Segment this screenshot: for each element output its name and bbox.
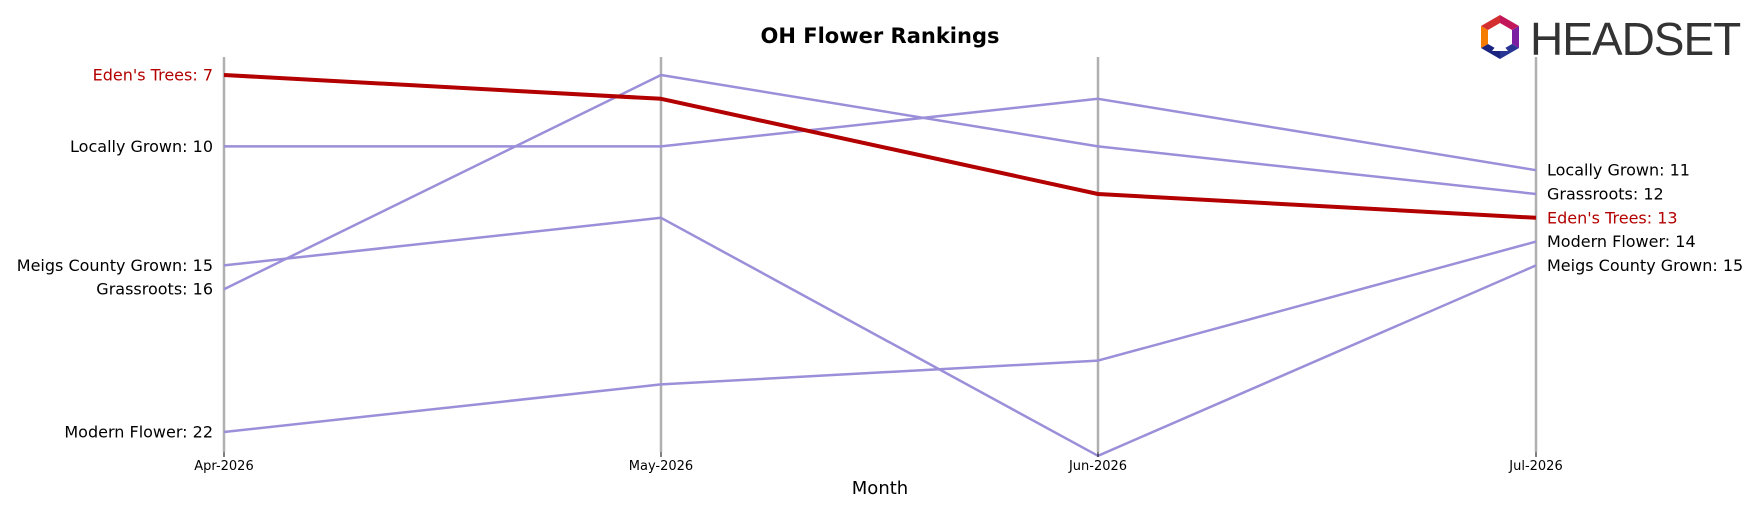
end-label: Locally Grown: 11 bbox=[1547, 161, 1690, 180]
end-label: Meigs County Grown: 15 bbox=[1547, 256, 1743, 275]
start-labels: Eden's Trees: 7 Locally Grown: 10 Grassroo… bbox=[17, 66, 213, 442]
x-axis-title: Month bbox=[852, 478, 908, 499]
start-label: Grassroots: 16 bbox=[96, 280, 213, 299]
series-line bbox=[224, 97, 1537, 172]
start-label: Eden's Trees: 7 bbox=[93, 66, 213, 85]
series-line bbox=[223, 73, 1537, 291]
x-tick-labels: Apr-2026 May-2026 Jun-2026 Jul-2026 bbox=[194, 452, 1563, 474]
series-lines bbox=[223, 73, 1537, 458]
end-label: Eden's Trees: 13 bbox=[1547, 208, 1678, 227]
series-line bbox=[223, 216, 1537, 458]
start-label: Meigs County Grown: 15 bbox=[17, 256, 213, 275]
start-label: Locally Grown: 10 bbox=[70, 137, 213, 156]
end-label: Grassroots: 12 bbox=[1547, 185, 1664, 204]
start-label: Modern Flower: 22 bbox=[64, 423, 213, 442]
x-tick-label: May-2026 bbox=[629, 459, 693, 474]
end-label: Modern Flower: 14 bbox=[1547, 232, 1696, 251]
series-line bbox=[223, 240, 1537, 434]
chart-title: OH Flower Rankings bbox=[761, 24, 1000, 48]
x-tick-label: Jul-2026 bbox=[1508, 459, 1562, 474]
x-tick-label: Apr-2026 bbox=[194, 459, 253, 474]
x-tick-label: Jun-2026 bbox=[1068, 459, 1127, 474]
end-labels: Eden's Trees: 13 Locally Grown: 11 Grassro… bbox=[1547, 161, 1743, 275]
gridlines bbox=[222, 57, 1538, 452]
logo-text: HEADSET bbox=[1530, 13, 1741, 65]
headset-logo: HEADSET bbox=[1481, 13, 1742, 65]
headset-hexagon-logo-icon bbox=[1481, 15, 1519, 59]
series-line bbox=[223, 73, 1537, 220]
